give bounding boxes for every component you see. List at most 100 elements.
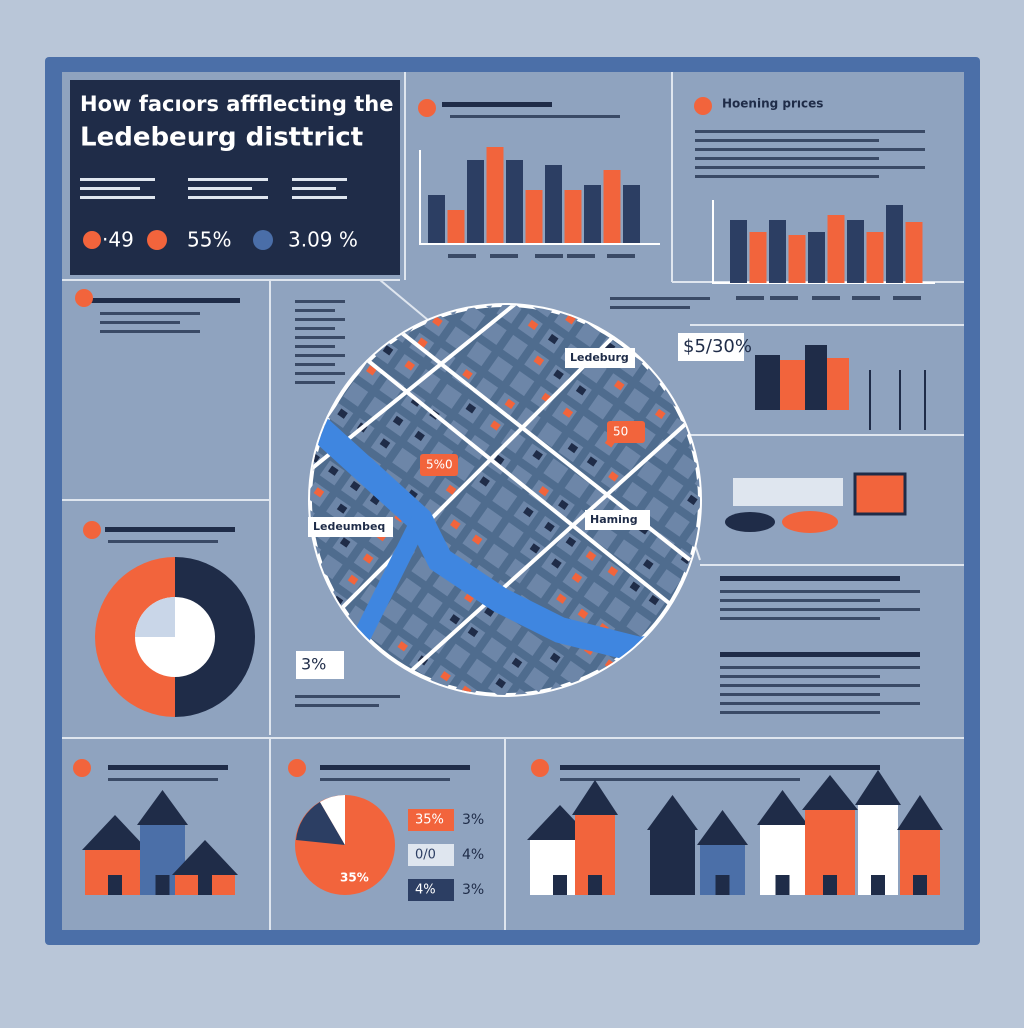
scribble <box>567 254 595 258</box>
scribble <box>720 684 920 687</box>
legend-key: 4% <box>415 883 436 898</box>
block <box>487 356 514 382</box>
street <box>328 328 692 622</box>
scribble <box>695 175 879 178</box>
roof <box>855 770 901 805</box>
scribble <box>295 309 335 312</box>
bar <box>886 205 903 283</box>
house <box>471 534 483 545</box>
map-label-box <box>585 510 650 530</box>
map-tag-box <box>607 421 645 443</box>
bar <box>486 147 504 243</box>
scribble <box>736 296 764 300</box>
building <box>780 360 805 410</box>
house <box>362 553 374 564</box>
house <box>533 355 545 366</box>
block <box>656 569 682 595</box>
house <box>465 403 477 414</box>
scribble <box>105 527 235 532</box>
bar <box>603 170 621 243</box>
door <box>155 875 170 895</box>
house <box>523 506 534 518</box>
pie-slice <box>296 802 345 845</box>
block <box>392 447 418 473</box>
scribble <box>720 590 920 593</box>
block <box>649 532 675 559</box>
house <box>404 360 415 371</box>
callout-box <box>296 651 344 679</box>
scribble <box>490 254 518 258</box>
stat-icon <box>147 230 167 250</box>
scribble <box>720 666 920 669</box>
bar <box>827 215 845 283</box>
house <box>585 550 597 562</box>
house <box>313 487 325 498</box>
block <box>498 522 524 548</box>
bar <box>623 185 640 243</box>
door <box>823 875 837 895</box>
scribble <box>610 297 710 300</box>
block <box>524 667 550 693</box>
scribble <box>295 354 345 357</box>
house <box>493 454 505 466</box>
block <box>477 507 503 533</box>
house <box>366 365 377 376</box>
house <box>608 471 619 482</box>
block <box>445 643 471 669</box>
block <box>504 558 531 584</box>
house <box>642 559 654 570</box>
scribble <box>535 254 563 258</box>
door <box>553 875 567 895</box>
scribble <box>442 102 552 107</box>
house <box>407 489 418 500</box>
bar <box>769 220 786 283</box>
block <box>613 539 639 565</box>
house <box>575 385 587 396</box>
block <box>507 464 533 490</box>
scribble <box>720 702 920 705</box>
block <box>583 581 609 608</box>
scribble <box>695 139 879 142</box>
door <box>715 875 730 895</box>
house <box>349 480 361 492</box>
scribble <box>720 652 920 657</box>
bar <box>428 195 445 243</box>
scribble <box>188 187 252 190</box>
house <box>562 407 574 418</box>
scribble <box>720 711 880 714</box>
scribble <box>320 778 450 781</box>
scribble <box>108 540 218 543</box>
scribble <box>320 765 470 770</box>
block <box>658 475 684 501</box>
house <box>547 333 559 345</box>
legend-value: 3% <box>462 882 484 898</box>
legend-key: 35% <box>415 813 444 828</box>
legend-swatch <box>408 809 454 831</box>
block <box>483 543 509 569</box>
scribble <box>295 363 335 366</box>
block <box>481 637 507 663</box>
scribble <box>720 617 880 620</box>
scribble <box>720 675 880 678</box>
bar <box>564 190 582 243</box>
house <box>462 369 473 380</box>
block <box>560 660 586 686</box>
house <box>532 449 543 461</box>
title-panel <box>70 80 400 275</box>
house <box>629 581 641 592</box>
scribble <box>295 381 335 384</box>
house <box>336 503 348 514</box>
section-title: Hoening prıces <box>722 97 823 111</box>
bar <box>808 232 825 283</box>
house <box>607 566 619 577</box>
scribble <box>450 115 620 118</box>
block <box>500 428 526 454</box>
block <box>626 611 652 637</box>
scribble <box>893 296 921 300</box>
block <box>588 394 614 420</box>
house <box>414 430 425 442</box>
icon <box>83 521 101 539</box>
scribble <box>80 196 155 199</box>
bar <box>584 185 601 243</box>
bar <box>467 160 484 243</box>
